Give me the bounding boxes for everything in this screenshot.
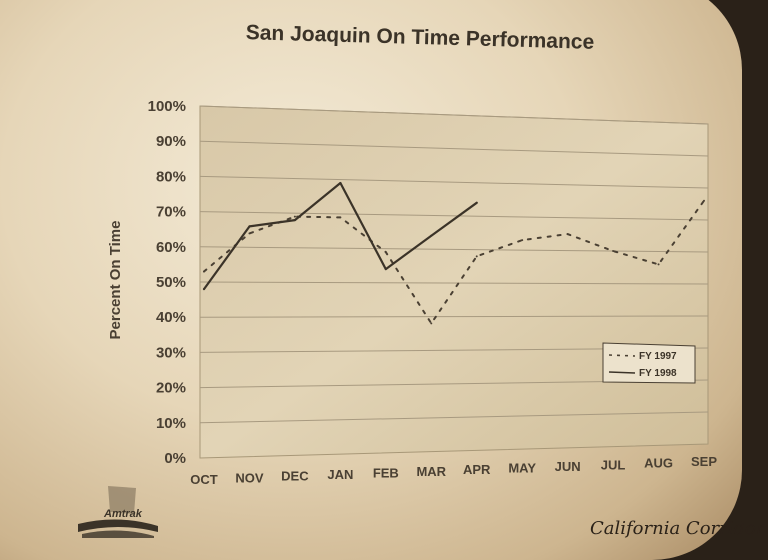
- data-point: [384, 268, 387, 271]
- y-tick-label: 0%: [164, 450, 186, 467]
- x-tick-label: APR: [463, 462, 491, 477]
- gridline: [199, 246, 709, 253]
- data-point: [475, 201, 478, 204]
- line-chart: 0% 10% 20% 30% 40% 50% 60% 70% 80% 90% 100% OCT NOV D…: [107, 98, 717, 487]
- data-point: [293, 219, 296, 222]
- gridline: [199, 315, 709, 318]
- data-point: [339, 182, 342, 185]
- x-tick-label: JUL: [601, 457, 626, 472]
- data-point: [293, 215, 296, 218]
- data-point: [657, 263, 660, 266]
- x-tick-label: MAY: [508, 461, 536, 476]
- x-tick-label: AUG: [644, 456, 673, 471]
- legend-label: FY 1997: [639, 351, 677, 362]
- y-tick-label: 100%: [148, 98, 186, 115]
- y-tick-label: 10%: [156, 415, 186, 432]
- gridline: [199, 211, 709, 221]
- data-point: [203, 270, 205, 273]
- amtrak-logo-icon: [78, 486, 158, 538]
- data-point: [566, 233, 569, 236]
- data-point: [612, 250, 615, 253]
- y-tick-label: 30%: [156, 344, 186, 361]
- data-point: [248, 225, 251, 228]
- x-tick-label: NOV: [235, 470, 264, 485]
- data-point: [384, 251, 387, 254]
- x-tick-label: OCT: [190, 472, 218, 487]
- gridline: [199, 140, 709, 157]
- data-point: [475, 255, 478, 258]
- data-point: [521, 239, 524, 242]
- x-tick-label: JAN: [327, 467, 353, 482]
- y-tick-label: 60%: [156, 239, 186, 256]
- y-tick-label: 90%: [156, 133, 186, 150]
- gridline: [199, 281, 709, 285]
- y-axis-label: Percent On Time: [107, 221, 124, 340]
- data-point: [430, 234, 433, 237]
- data-point: [703, 199, 705, 202]
- y-tick-label: 40%: [156, 309, 186, 326]
- x-tick-label: JUN: [555, 459, 581, 474]
- gridline: [199, 411, 709, 424]
- y-tick-label: 80%: [156, 168, 186, 185]
- y-tick-label: 50%: [156, 274, 186, 291]
- data-point: [248, 232, 251, 235]
- x-tick-label: DEC: [281, 469, 309, 484]
- corridor-script-text: California Corridor: [590, 518, 765, 539]
- x-tick-label: MAR: [416, 464, 446, 479]
- legend-swatch: [608, 371, 636, 374]
- data-point: [339, 216, 342, 219]
- x-tick-label: SEP: [691, 454, 717, 469]
- series-line-1: [203, 199, 705, 325]
- gridline: [199, 105, 709, 125]
- y-tick-label: 20%: [156, 380, 186, 397]
- y-tick-label: 70%: [156, 204, 186, 221]
- amtrak-logo-text: Amtrak: [104, 508, 142, 520]
- x-tick-label: FEB: [373, 465, 399, 480]
- legend-label: FY 1998: [639, 368, 677, 379]
- data-point: [203, 288, 205, 291]
- gridline: [199, 175, 709, 189]
- legend: FY 1997 FY 1998: [602, 342, 696, 384]
- data-point: [430, 322, 433, 325]
